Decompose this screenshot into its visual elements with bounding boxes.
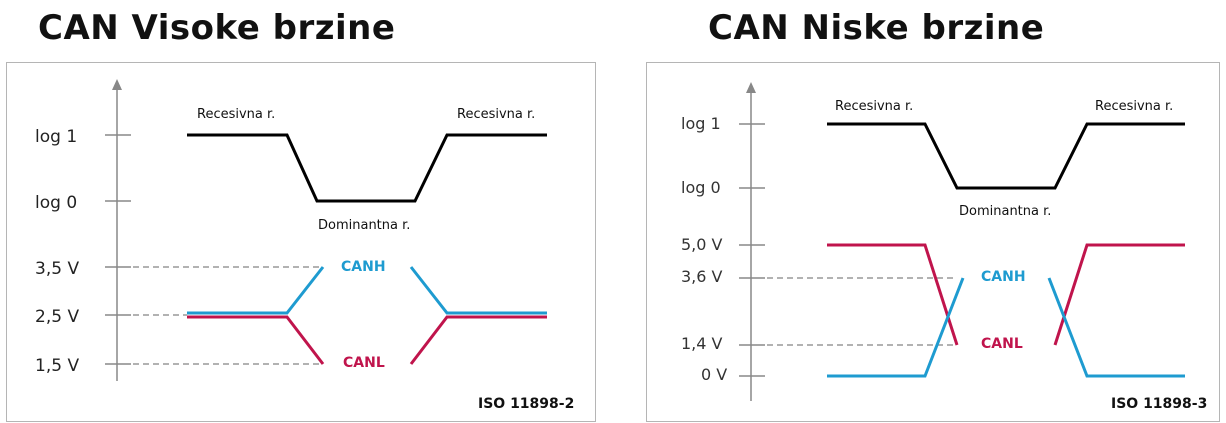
label-canl: CANL [343, 355, 385, 371]
label-canh: CANH [341, 259, 386, 275]
label-dominant: Dominantna r. [318, 218, 410, 233]
standard-label: ISO 11898-2 [478, 396, 574, 412]
label-0v: 0 V [701, 365, 727, 384]
label-log1: log 1 [681, 114, 721, 133]
y-axis-arrow [112, 79, 122, 90]
label-recessive-left: Recesivna r. [835, 99, 913, 114]
label-log1: log 1 [35, 127, 77, 147]
label-3-5v: 3,5 V [35, 259, 79, 279]
label-recessive-right: Recesivna r. [457, 107, 535, 122]
label-recessive-left: Recesivna r. [197, 107, 275, 122]
label-1-5v: 1,5 V [35, 356, 79, 376]
diagram-low-speed: log 1 log 0 5,0 V 3,6 V 1,4 V 0 V Recesi… [681, 82, 1207, 412]
label-log0: log 0 [681, 178, 721, 197]
label-recessive-right: Recesivna r. [1095, 99, 1173, 114]
logic-waveform [827, 122, 1185, 190]
canh-waveform-right [409, 266, 547, 315]
label-1-4v: 1,4 V [681, 334, 723, 353]
diagram-high-speed: log 1 log 0 3,5 V 2,5 V 1,5 V Recesivna … [35, 79, 574, 412]
canl-waveform-left [187, 315, 325, 365]
label-dominant: Dominantna r. [959, 204, 1051, 219]
canh-waveform-left [827, 277, 965, 378]
label-2-5v: 2,5 V [35, 307, 79, 327]
y-axis-arrow [746, 82, 756, 93]
label-canh: CANH [981, 269, 1026, 285]
diagram-panel-high-speed: log 1 log 0 3,5 V 2,5 V 1,5 V Recesivna … [6, 62, 596, 422]
canl-waveform-right [409, 315, 547, 365]
label-log0: log 0 [35, 193, 77, 213]
canh-waveform-right [1047, 277, 1185, 378]
title-low-speed: CAN Niske brzine [708, 8, 1045, 48]
diagram-panel-low-speed: log 1 log 0 5,0 V 3,6 V 1,4 V 0 V Recesi… [646, 62, 1220, 422]
title-high-speed: CAN Visoke brzine [38, 8, 396, 48]
label-3-6v: 3,6 V [681, 267, 723, 286]
canl-waveform-right [1053, 243, 1185, 346]
logic-waveform [187, 133, 547, 203]
canl-waveform-left [827, 243, 959, 346]
label-canl: CANL [981, 336, 1023, 352]
standard-label: ISO 11898-3 [1111, 396, 1207, 412]
canh-waveform-left [187, 266, 325, 315]
label-5v: 5,0 V [681, 235, 723, 254]
